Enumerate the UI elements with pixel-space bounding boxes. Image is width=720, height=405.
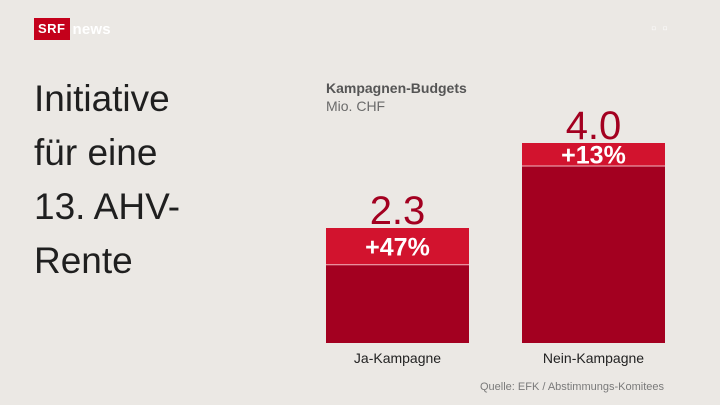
category-label-2: Nein-Kampagne	[543, 350, 644, 366]
headline-line-4: Rente	[34, 240, 133, 281]
broadcast-watermark-icon: ▫▫	[651, 20, 674, 37]
bar-increase-segment-1	[326, 228, 469, 265]
srf-logo-box: SRF	[34, 18, 70, 40]
news-logo-text: news	[72, 20, 111, 38]
value-label-1: 2.3	[370, 189, 426, 233]
bar-increase-segment-2	[522, 143, 665, 167]
headline-line-1: Initiative	[34, 78, 170, 119]
value-label-2: 4.0	[566, 104, 622, 148]
chart-unit: Mio. CHF	[326, 98, 386, 114]
headline-line-3: 13. AHV-	[34, 186, 181, 227]
chart-title: Kampagnen-Budgets	[326, 80, 467, 96]
increase-label-1: +47%	[365, 233, 430, 261]
increase-label-2: +13%	[561, 142, 626, 170]
srf-news-logo: SRF news	[34, 18, 111, 40]
source-note: Quelle: EFK / Abstimmungs-Komitees	[479, 381, 664, 393]
category-label-1: Ja-Kampagne	[354, 350, 441, 366]
bar-2	[522, 143, 665, 343]
headline-line-2: für eine	[34, 132, 158, 173]
headline: Initiative für eine 13. AHV- Rente	[34, 72, 234, 288]
